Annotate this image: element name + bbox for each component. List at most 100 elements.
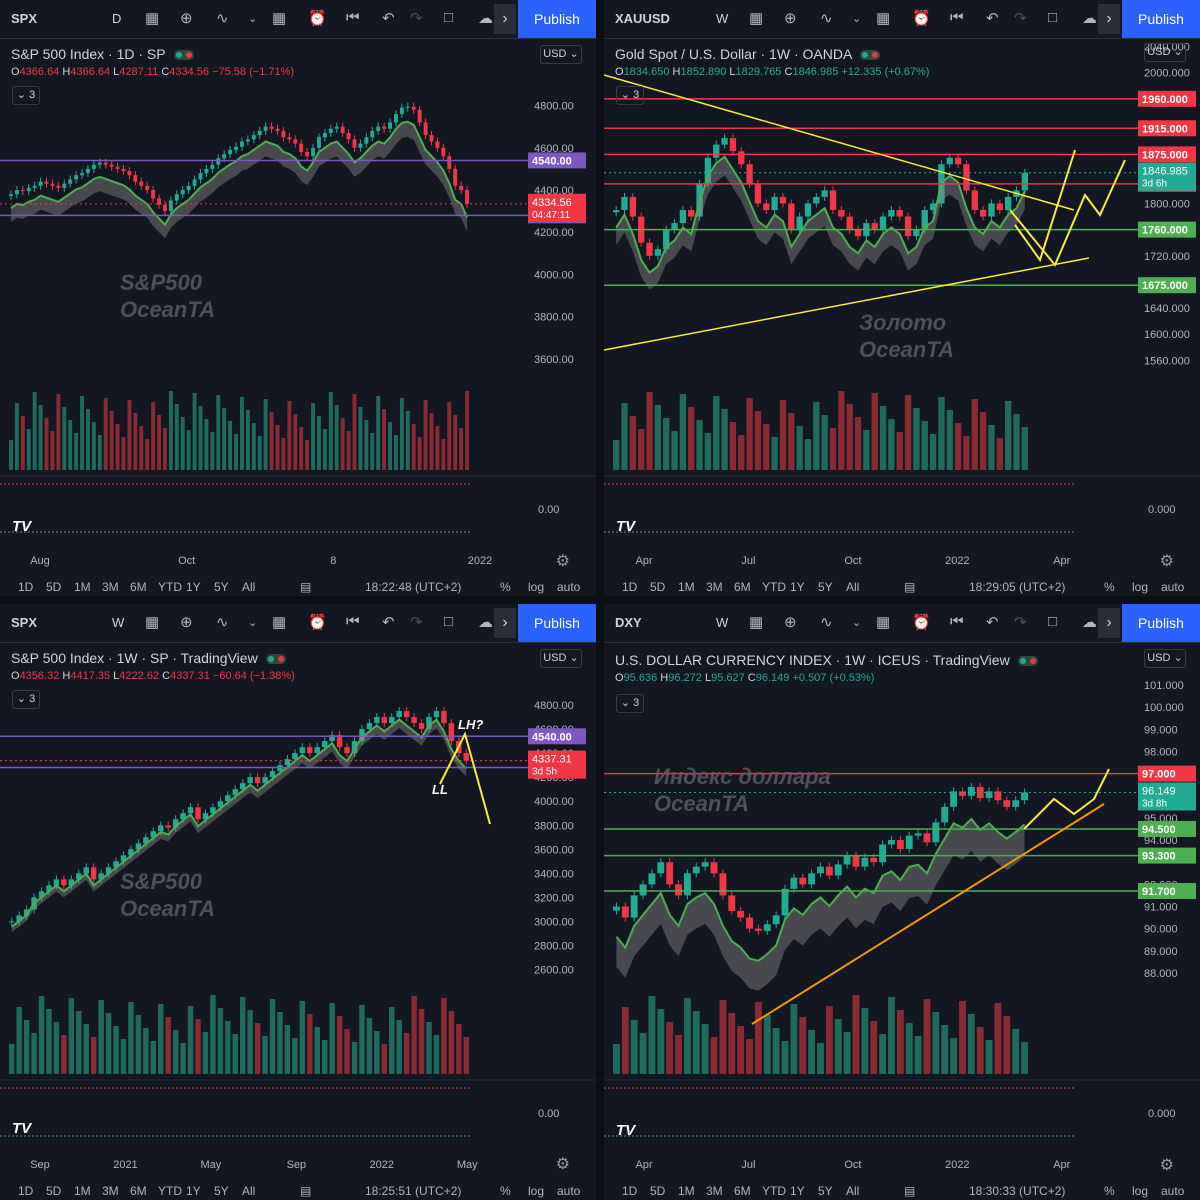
range-button[interactable]: 1Y <box>790 580 805 594</box>
indicators-toggle[interactable]: ⌄ 3 <box>616 694 644 713</box>
fullscreen-icon[interactable]: □ <box>444 613 454 630</box>
range-button[interactable]: All <box>242 580 256 594</box>
calendar-icon[interactable]: ▤ <box>904 1184 916 1198</box>
chevron-right-icon[interactable]: › <box>494 4 516 34</box>
alert-icon[interactable]: ⏰ <box>912 614 931 631</box>
range-button[interactable]: 1D <box>18 580 34 594</box>
auto-toggle[interactable]: auto <box>1161 1184 1185 1198</box>
indicators-toggle[interactable]: ⌄ 3 <box>12 690 40 709</box>
indicators-toggle[interactable]: ⌄ 3 <box>616 86 644 105</box>
redo-icon[interactable]: ↷ <box>1014 10 1027 27</box>
undo-icon[interactable]: ↶ <box>986 10 999 27</box>
calendar-icon[interactable]: ▤ <box>300 1184 312 1198</box>
redo-icon[interactable]: ↷ <box>410 614 423 631</box>
chevron-right-icon[interactable]: › <box>1098 608 1120 638</box>
range-button[interactable]: 6M <box>130 580 147 594</box>
calendar-icon[interactable]: ▤ <box>904 580 916 594</box>
percent-toggle[interactable]: % <box>500 1184 511 1198</box>
chevron-down-icon[interactable]: ⌄ <box>248 13 258 25</box>
chevron-right-icon[interactable]: › <box>1098 4 1120 34</box>
replay-icon[interactable]: ⏮ <box>346 613 360 630</box>
replay-icon[interactable]: ⏮ <box>950 9 964 26</box>
redo-icon[interactable]: ↷ <box>1014 614 1027 631</box>
range-button[interactable]: All <box>846 1184 860 1198</box>
publish-button[interactable]: Publish <box>518 604 596 642</box>
chevron-down-icon[interactable]: ⌄ <box>852 13 862 25</box>
percent-toggle[interactable]: % <box>500 580 511 594</box>
indicators-icon[interactable]: ∿ <box>820 10 833 27</box>
candles-icon[interactable]: ▦ <box>145 614 160 631</box>
candles-icon[interactable]: ▦ <box>145 10 160 27</box>
indicators-toggle[interactable]: ⌄ 3 <box>12 86 40 105</box>
undo-icon[interactable]: ↶ <box>382 614 395 631</box>
symbol-search[interactable]: SPX <box>11 11 38 26</box>
candles-icon[interactable]: ▦ <box>749 614 764 631</box>
add-indicator-icon[interactable]: ⊕ <box>784 10 797 27</box>
candles-icon[interactable]: ▦ <box>749 10 764 27</box>
layout-icon[interactable]: ▦ <box>272 10 287 27</box>
add-indicator-icon[interactable]: ⊕ <box>784 614 797 631</box>
symbol-search[interactable]: SPX <box>11 615 38 630</box>
range-button[interactable]: 6M <box>734 580 751 594</box>
auto-toggle[interactable]: auto <box>557 580 581 594</box>
chevron-down-icon[interactable]: ⌄ <box>852 617 862 629</box>
clock-readout[interactable]: 18:25:51 (UTC+2) <box>365 1184 462 1198</box>
chart-pane-2[interactable]: 2040.000 2000.000 1960.000 1915.000 1875.000… <box>604 0 1200 596</box>
fullscreen-icon[interactable]: □ <box>444 9 454 26</box>
clock-readout[interactable]: 18:22:48 (UTC+2) <box>365 580 462 594</box>
range-button[interactable]: 1Y <box>790 1184 805 1198</box>
range-button[interactable]: 5Y <box>214 580 229 594</box>
redo-icon[interactable]: ↷ <box>410 10 423 27</box>
cloud-icon[interactable]: ☁ <box>1082 614 1097 631</box>
indicators-icon[interactable]: ∿ <box>216 614 229 631</box>
range-button[interactable]: All <box>846 580 860 594</box>
layout-icon[interactable]: ▦ <box>272 614 287 631</box>
add-indicator-icon[interactable]: ⊕ <box>180 10 193 27</box>
range-button[interactable]: 3M <box>706 1184 723 1198</box>
replay-icon[interactable]: ⏮ <box>346 9 360 26</box>
log-toggle[interactable]: log <box>1132 1184 1149 1198</box>
layout-icon[interactable]: ▦ <box>876 10 891 27</box>
range-button[interactable]: YTD <box>158 1184 182 1198</box>
publish-button[interactable]: Publish <box>1122 0 1200 38</box>
range-button[interactable]: 1M <box>74 580 91 594</box>
interval-selector[interactable]: D <box>112 11 122 26</box>
log-toggle[interactable]: log <box>528 1184 545 1198</box>
range-button[interactable]: 1D <box>622 580 638 594</box>
currency-selector[interactable]: USD ⌄ <box>1144 43 1186 62</box>
undo-icon[interactable]: ↶ <box>986 614 999 631</box>
range-button[interactable]: YTD <box>762 580 786 594</box>
replay-icon[interactable]: ⏮ <box>950 613 964 630</box>
currency-selector[interactable]: USD ⌄ <box>540 649 582 668</box>
symbol-search[interactable]: DXY <box>615 615 642 630</box>
percent-toggle[interactable]: % <box>1104 580 1115 594</box>
range-button[interactable]: 1Y <box>186 580 201 594</box>
gear-icon[interactable]: ⚙ <box>1159 1157 1174 1174</box>
percent-toggle[interactable]: % <box>1104 1184 1115 1198</box>
range-button[interactable]: 1M <box>678 580 695 594</box>
alert-icon[interactable]: ⏰ <box>912 10 931 27</box>
range-button[interactable]: 3M <box>706 580 723 594</box>
currency-selector[interactable]: USD ⌄ <box>1144 649 1186 668</box>
currency-selector[interactable]: USD ⌄ <box>540 45 582 64</box>
auto-toggle[interactable]: auto <box>1161 580 1185 594</box>
symbol-search[interactable]: XAUUSD <box>615 11 670 26</box>
indicators-icon[interactable]: ∿ <box>820 614 833 631</box>
cloud-icon[interactable]: ☁ <box>478 614 493 631</box>
interval-selector[interactable]: W <box>716 615 729 630</box>
chart-pane-3[interactable]: 4800.00 4600.00 4400.00 4200.00 4000.00 3800.… <box>0 604 596 1200</box>
range-button[interactable]: 6M <box>130 1184 147 1198</box>
cloud-icon[interactable]: ☁ <box>1082 10 1097 27</box>
auto-toggle[interactable]: auto <box>557 1184 581 1198</box>
range-button[interactable]: YTD <box>762 1184 786 1198</box>
range-button[interactable]: 5D <box>46 1184 62 1198</box>
range-button[interactable]: YTD <box>158 580 182 594</box>
range-button[interactable]: 5Y <box>818 1184 833 1198</box>
calendar-icon[interactable]: ▤ <box>300 580 312 594</box>
range-button[interactable]: 1D <box>18 1184 34 1198</box>
range-button[interactable]: All <box>242 1184 256 1198</box>
fullscreen-icon[interactable]: □ <box>1048 9 1058 26</box>
range-button[interactable]: 5D <box>650 580 666 594</box>
chart-pane-4[interactable]: 101.000 100.000 99.000 98.000 97.000 96.000 95… <box>604 604 1200 1200</box>
indicators-icon[interactable]: ∿ <box>216 10 229 27</box>
